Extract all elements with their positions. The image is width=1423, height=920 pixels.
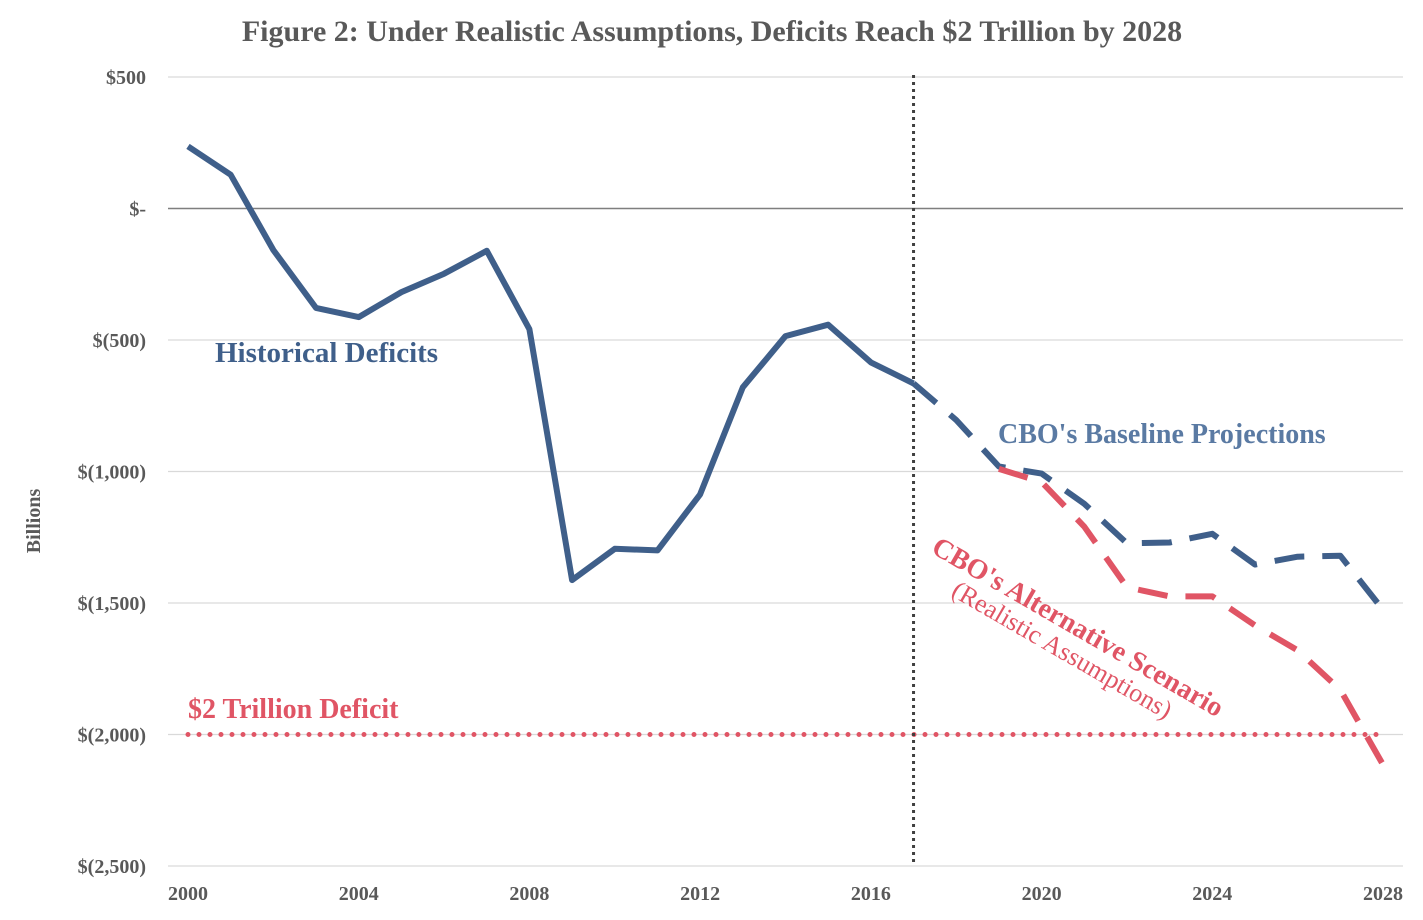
- series-layer: [186, 143, 1386, 767]
- x-tick-label: 2028: [1363, 883, 1403, 905]
- x-tick-labels: 2000 2004 2008 2012 2016 2020 2024 2028: [168, 883, 1403, 905]
- alternative-scenario-label: CBO's Alternative Scenario: [927, 531, 1229, 723]
- x-tick-label: 2016: [851, 883, 891, 905]
- y-tick-labels: $500 $- $(500) $(1,000) $(1,500) $(2,000) $(2,…: [78, 67, 146, 878]
- x-tick-label: 2000: [168, 883, 208, 905]
- two-trillion-label: $2 Trillion Deficit: [188, 694, 399, 725]
- y-tick-label: $(1,000): [78, 462, 146, 484]
- baseline-projections-label: CBO's Baseline Projections: [998, 419, 1326, 450]
- historical-deficits-label: Historical Deficits: [215, 337, 438, 369]
- grid-lines: [168, 76, 1403, 867]
- cbo-s-baseline-projections-line: [911, 381, 1386, 612]
- y-tick-label: $(2,000): [78, 725, 146, 747]
- chart-title: Figure 2: Under Realistic Assumptions, D…: [242, 15, 1182, 48]
- y-tick-label: $(2,500): [78, 856, 146, 878]
- cbo-s-alternative-scenario-series: [998, 466, 1386, 767]
- historical-deficits-line: [186, 143, 915, 584]
- x-tick-label: 2004: [339, 883, 379, 905]
- x-tick-label: 2008: [509, 883, 549, 905]
- historical-deficits-series: [186, 143, 915, 584]
- x-tick-label: 2024: [1192, 883, 1232, 905]
- y-tick-label: $(500): [93, 330, 146, 352]
- y-tick-label: $(1,500): [78, 593, 146, 615]
- cbo-s-alternative-scenario-line: [998, 466, 1386, 767]
- cbo-s-baseline-projections-series: [911, 381, 1386, 612]
- y-tick-label: $500: [106, 67, 146, 89]
- x-tick-label: 2012: [680, 883, 720, 905]
- y-tick-label: $-: [129, 199, 146, 221]
- y-axis-label: Billions: [23, 489, 45, 554]
- x-tick-label: 2020: [1022, 883, 1062, 905]
